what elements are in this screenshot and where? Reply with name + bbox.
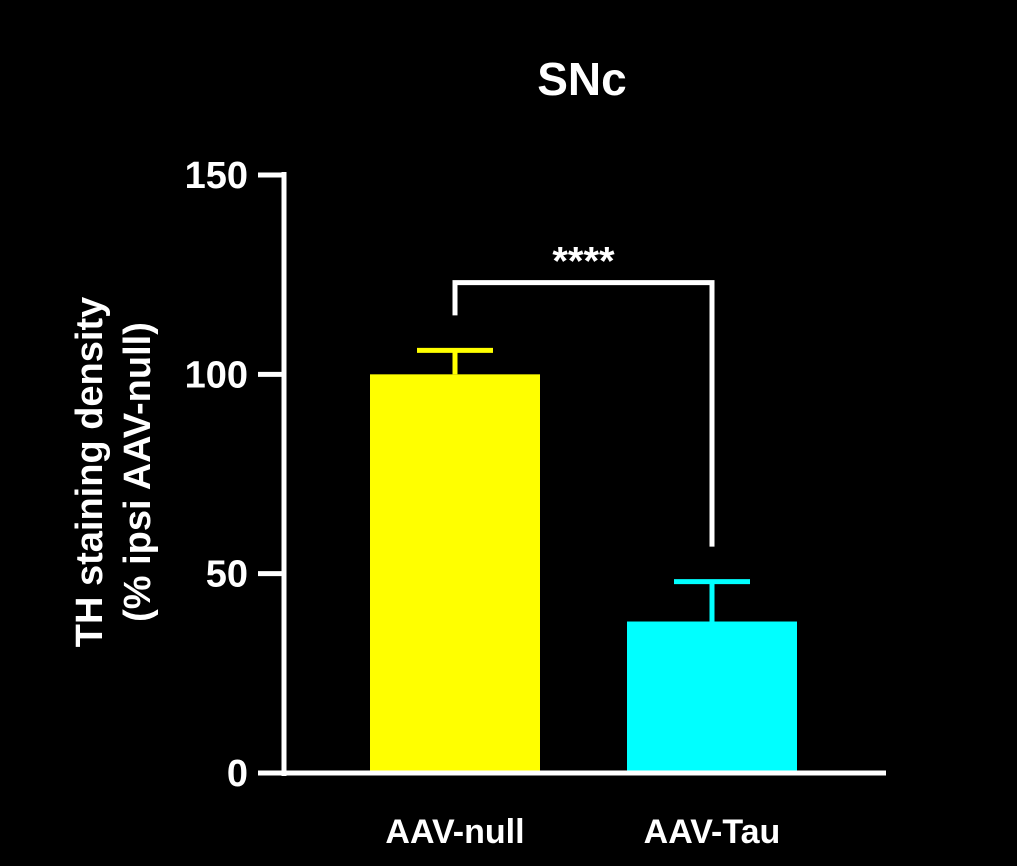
x-tick-label-aav-null: AAV-null: [385, 813, 524, 851]
y-axis-title-line2: (% ipsi AAV-null): [117, 322, 159, 622]
y-tick-label-50: 50: [206, 554, 248, 596]
y-axis-title: TH staining density (% ipsi AAV-null): [69, 297, 159, 647]
bar-aav-tau: [627, 621, 797, 773]
y-tick-label-0: 0: [227, 753, 248, 795]
chart-title: SNc: [537, 53, 626, 105]
significance-label: ****: [552, 240, 615, 284]
y-axis-title-line1: TH staining density: [69, 297, 111, 647]
x-tick-label-aav-tau: AAV-Tau: [644, 813, 781, 851]
y-tick-label-150: 150: [185, 155, 248, 197]
bar-aav-null: [370, 374, 540, 773]
significance-bracket: [452, 280, 715, 547]
y-tick-label-100: 100: [185, 354, 248, 396]
